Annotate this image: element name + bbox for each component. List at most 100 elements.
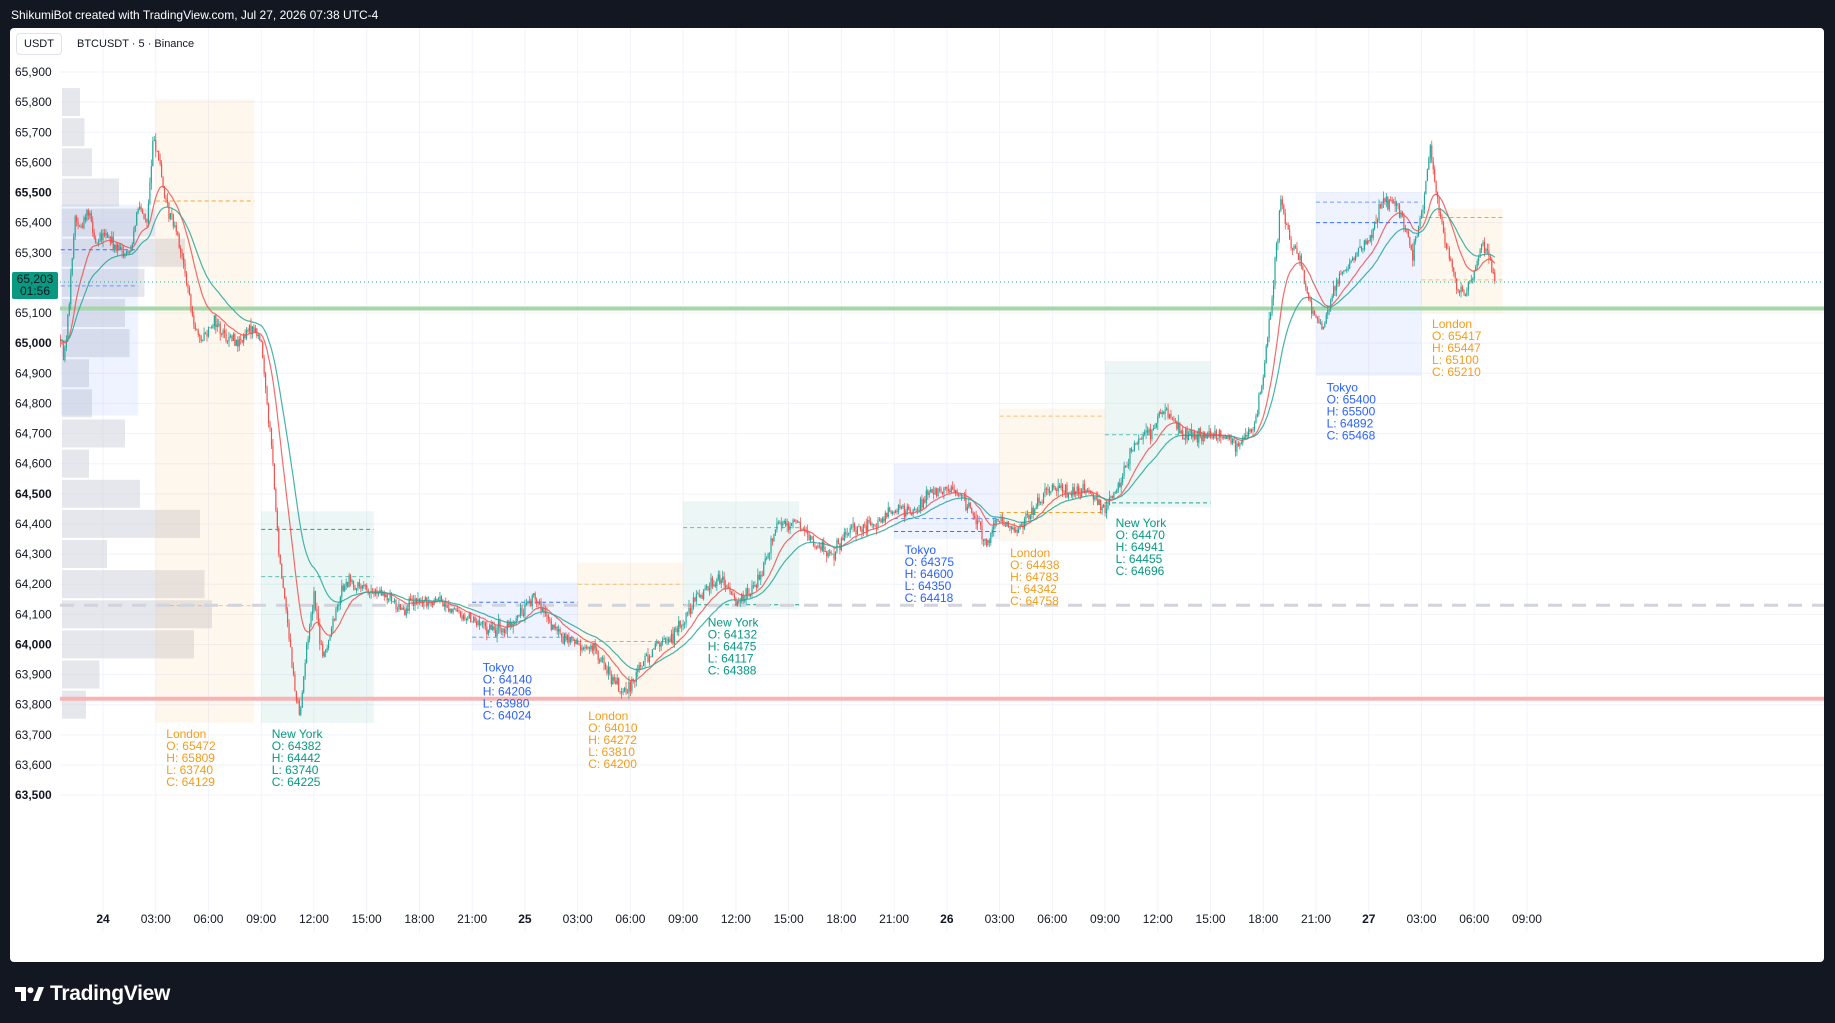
candle — [483, 620, 485, 630]
candle — [1023, 516, 1026, 531]
candle-body — [166, 199, 169, 203]
session-label-line: London — [588, 709, 628, 723]
candle — [92, 216, 94, 237]
chart-frame[interactable]: London O: 65472 H: 65809 L: 63740 C: 64129 Ne… — [10, 28, 1824, 962]
tradingview-brand[interactable]: TradingView — [14, 982, 170, 1006]
candle-body — [468, 613, 470, 619]
candle — [1353, 256, 1355, 264]
candle — [974, 512, 976, 520]
x-tick-label: 12:00 — [721, 912, 751, 926]
candle — [635, 667, 637, 687]
candle-body — [780, 522, 782, 526]
candle-body — [1073, 487, 1075, 495]
candle-body — [1223, 436, 1225, 438]
candle — [556, 626, 558, 635]
candle-body — [534, 593, 536, 600]
price-chart[interactable]: London O: 65472 H: 65809 L: 63740 C: 64129Ne… — [10, 28, 1824, 962]
candle-body — [1472, 279, 1474, 280]
candle-body — [357, 582, 359, 589]
candle — [1476, 258, 1478, 270]
candle — [1173, 415, 1175, 423]
candle — [666, 636, 668, 646]
candle-body — [771, 538, 774, 542]
candle — [1041, 499, 1043, 506]
candle — [182, 253, 185, 269]
candle-body — [1009, 526, 1011, 528]
candle-body — [708, 587, 711, 591]
candle-body — [817, 545, 819, 549]
candle — [1297, 252, 1300, 261]
session-label-line: O: 64375 — [905, 555, 955, 569]
candle-body — [267, 403, 270, 424]
candle-body — [262, 342, 264, 358]
candle-body — [949, 490, 951, 493]
candle — [865, 518, 867, 537]
candle-body — [1195, 435, 1197, 439]
candle — [392, 601, 394, 603]
candle-body — [924, 499, 926, 503]
session-label: London O: 64438 H: 64783 L: 64342 C: 64758 — [1010, 546, 1060, 608]
candle — [1107, 503, 1109, 511]
candle-body — [543, 608, 545, 612]
currency-button[interactable]: USDT — [16, 33, 62, 55]
candle — [95, 235, 97, 244]
candle-body — [914, 508, 916, 510]
candle-body — [843, 532, 845, 541]
candle-body — [1381, 202, 1383, 208]
candle — [654, 641, 656, 651]
candle — [361, 584, 363, 592]
candle — [415, 597, 418, 606]
candle-body — [530, 600, 532, 607]
candle — [597, 650, 599, 665]
candle — [389, 589, 391, 602]
candle-body — [354, 586, 356, 591]
candle — [360, 583, 362, 593]
candle-body — [1211, 436, 1213, 439]
candle — [64, 345, 66, 363]
candle — [1050, 490, 1052, 495]
candle-body — [1308, 292, 1310, 300]
candle-body — [243, 334, 245, 343]
candle — [536, 597, 538, 608]
candle-body — [807, 531, 809, 535]
candle-body — [1053, 484, 1055, 488]
candle-body — [546, 613, 548, 616]
candle-body — [1413, 241, 1415, 261]
candle-body — [342, 585, 344, 591]
candle — [194, 322, 196, 332]
candle — [694, 597, 696, 603]
candle-body — [858, 526, 860, 528]
candle — [134, 225, 136, 233]
candle — [625, 682, 627, 696]
candle — [811, 535, 813, 540]
candle-body — [1234, 440, 1237, 452]
candle — [1419, 215, 1421, 228]
candle — [664, 637, 667, 644]
candle-body — [68, 304, 70, 315]
candle-body — [1012, 527, 1014, 530]
candle-body — [584, 646, 586, 649]
candle-body — [1101, 507, 1103, 511]
candle-body — [842, 538, 844, 541]
candle-body — [607, 666, 610, 674]
candle — [719, 570, 721, 585]
candle-body — [814, 545, 816, 548]
candle — [1412, 243, 1414, 267]
candle — [830, 550, 832, 556]
candle-body — [1470, 279, 1472, 281]
candle — [1000, 514, 1002, 523]
candle — [139, 201, 141, 211]
y-tick-label: 64,800 — [15, 396, 52, 410]
candle-body — [1331, 295, 1333, 301]
candle-body — [291, 647, 293, 667]
candle-body — [202, 340, 204, 342]
candle-body — [596, 648, 598, 652]
candle-body — [820, 546, 822, 551]
candle — [1321, 320, 1323, 331]
candle-body — [626, 692, 629, 694]
candle-body — [70, 274, 72, 305]
symbol-title[interactable]: BTCUSDT · 5 · Binance — [77, 38, 195, 50]
candle-body — [77, 221, 79, 226]
candle-body — [1464, 294, 1467, 297]
candle-body — [486, 626, 488, 635]
